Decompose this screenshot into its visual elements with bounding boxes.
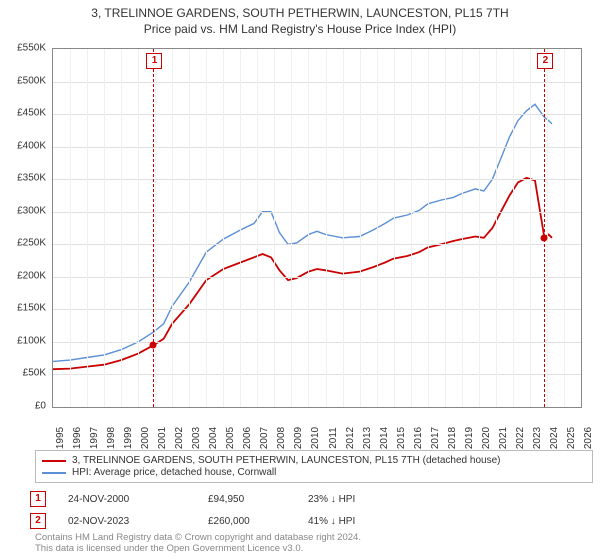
x-tick-label: 2004	[208, 427, 219, 449]
x-tick-label: 2011	[328, 427, 339, 449]
x-tick-label: 2008	[276, 427, 287, 449]
footer-line1: Contains HM Land Registry data © Crown c…	[35, 532, 590, 543]
x-tick-label: 2001	[157, 427, 168, 449]
y-tick-label: £500K	[17, 75, 46, 86]
legend-swatch	[42, 460, 66, 462]
title-block: 3, TRELINNOE GARDENS, SOUTH PETHERWIN, L…	[0, 0, 600, 36]
series-property	[53, 178, 552, 369]
y-tick-label: £550K	[17, 43, 46, 54]
y-tick-label: £450K	[17, 108, 46, 119]
x-tick-label: 2010	[310, 427, 321, 449]
x-tick-label: 2019	[464, 427, 475, 449]
footer-line2: This data is licensed under the Open Gov…	[35, 543, 590, 554]
x-tick-label: 1999	[123, 427, 134, 449]
sale-row: 1 24-NOV-2000£94,95023% ↓ HPI	[30, 488, 585, 510]
chart-plot-area: 12	[52, 48, 582, 408]
x-tick-label: 1998	[106, 427, 117, 449]
legend-label: 3, TRELINNOE GARDENS, SOUTH PETHERWIN, L…	[72, 455, 500, 466]
y-tick-label: £250K	[17, 238, 46, 249]
chart-container: 3, TRELINNOE GARDENS, SOUTH PETHERWIN, L…	[0, 0, 600, 560]
x-tick-label: 2006	[242, 427, 253, 449]
sales-table: 1 24-NOV-2000£94,95023% ↓ HPI 2 02-NOV-2023…	[30, 488, 585, 532]
x-tick-label: 2002	[174, 427, 185, 449]
x-tick-label: 2013	[362, 427, 373, 449]
y-tick-label: £200K	[17, 270, 46, 281]
sale-price: £94,950	[208, 494, 308, 505]
legend-item: HPI: Average price, detached house, Corn…	[42, 467, 586, 478]
x-tick-label: 2005	[225, 427, 236, 449]
sale-marker-1: 1	[146, 53, 162, 69]
x-tick-label: 2024	[549, 427, 560, 449]
legend-swatch	[42, 472, 66, 474]
x-tick-label: 2020	[481, 427, 492, 449]
chart-svg	[53, 49, 581, 407]
sale-diff: 23% ↓ HPI	[308, 494, 408, 505]
y-tick-label: £50K	[23, 368, 46, 379]
x-tick-label: 2015	[396, 427, 407, 449]
sale-price: £260,000	[208, 516, 308, 527]
sale-row-marker: 2	[30, 513, 46, 529]
legend-item: 3, TRELINNOE GARDENS, SOUTH PETHERWIN, L…	[42, 455, 586, 466]
series-hpi	[53, 104, 552, 361]
y-tick-label: £300K	[17, 205, 46, 216]
x-axis-labels: 1995 1996 1997 1998 1999 2000 2001 2002 2003 2004…	[52, 410, 582, 450]
x-tick-label: 2018	[447, 427, 458, 449]
title-address: 3, TRELINNOE GARDENS, SOUTH PETHERWIN, L…	[0, 6, 600, 20]
y-axis-labels: £0£50K£100K£150K£200K£250K£300K£350K£400…	[0, 48, 50, 408]
x-tick-label: 1997	[89, 427, 100, 449]
sale-row: 2 02-NOV-2023£260,00041% ↓ HPI	[30, 510, 585, 532]
x-tick-label: 1995	[55, 427, 66, 449]
x-tick-label: 2025	[566, 427, 577, 449]
y-tick-label: £150K	[17, 303, 46, 314]
y-tick-label: £350K	[17, 173, 46, 184]
sale-diff: 41% ↓ HPI	[308, 516, 408, 527]
x-tick-label: 1996	[72, 427, 83, 449]
footer-attribution: Contains HM Land Registry data © Crown c…	[35, 532, 590, 555]
x-tick-label: 2009	[293, 427, 304, 449]
sale-date: 02-NOV-2023	[68, 516, 208, 527]
sale-dot-2	[541, 234, 548, 241]
legend-box: 3, TRELINNOE GARDENS, SOUTH PETHERWIN, L…	[35, 450, 593, 483]
x-tick-label: 2000	[140, 427, 151, 449]
x-tick-label: 2021	[498, 427, 509, 449]
x-tick-label: 2026	[583, 427, 594, 449]
x-tick-label: 2017	[430, 427, 441, 449]
x-tick-label: 2014	[379, 427, 390, 449]
x-tick-label: 2003	[191, 427, 202, 449]
title-subtitle: Price paid vs. HM Land Registry's House …	[0, 22, 600, 36]
x-tick-label: 2022	[515, 427, 526, 449]
sale-dot-1	[150, 342, 157, 349]
x-tick-label: 2012	[345, 427, 356, 449]
legend-label: HPI: Average price, detached house, Corn…	[72, 467, 276, 478]
x-tick-label: 2007	[259, 427, 270, 449]
sale-date: 24-NOV-2000	[68, 494, 208, 505]
x-tick-label: 2023	[532, 427, 543, 449]
sale-marker-2: 2	[537, 53, 553, 69]
y-tick-label: £100K	[17, 335, 46, 346]
y-tick-label: £400K	[17, 140, 46, 151]
sale-row-marker: 1	[30, 491, 46, 507]
x-tick-label: 2016	[413, 427, 424, 449]
y-tick-label: £0	[35, 401, 46, 412]
